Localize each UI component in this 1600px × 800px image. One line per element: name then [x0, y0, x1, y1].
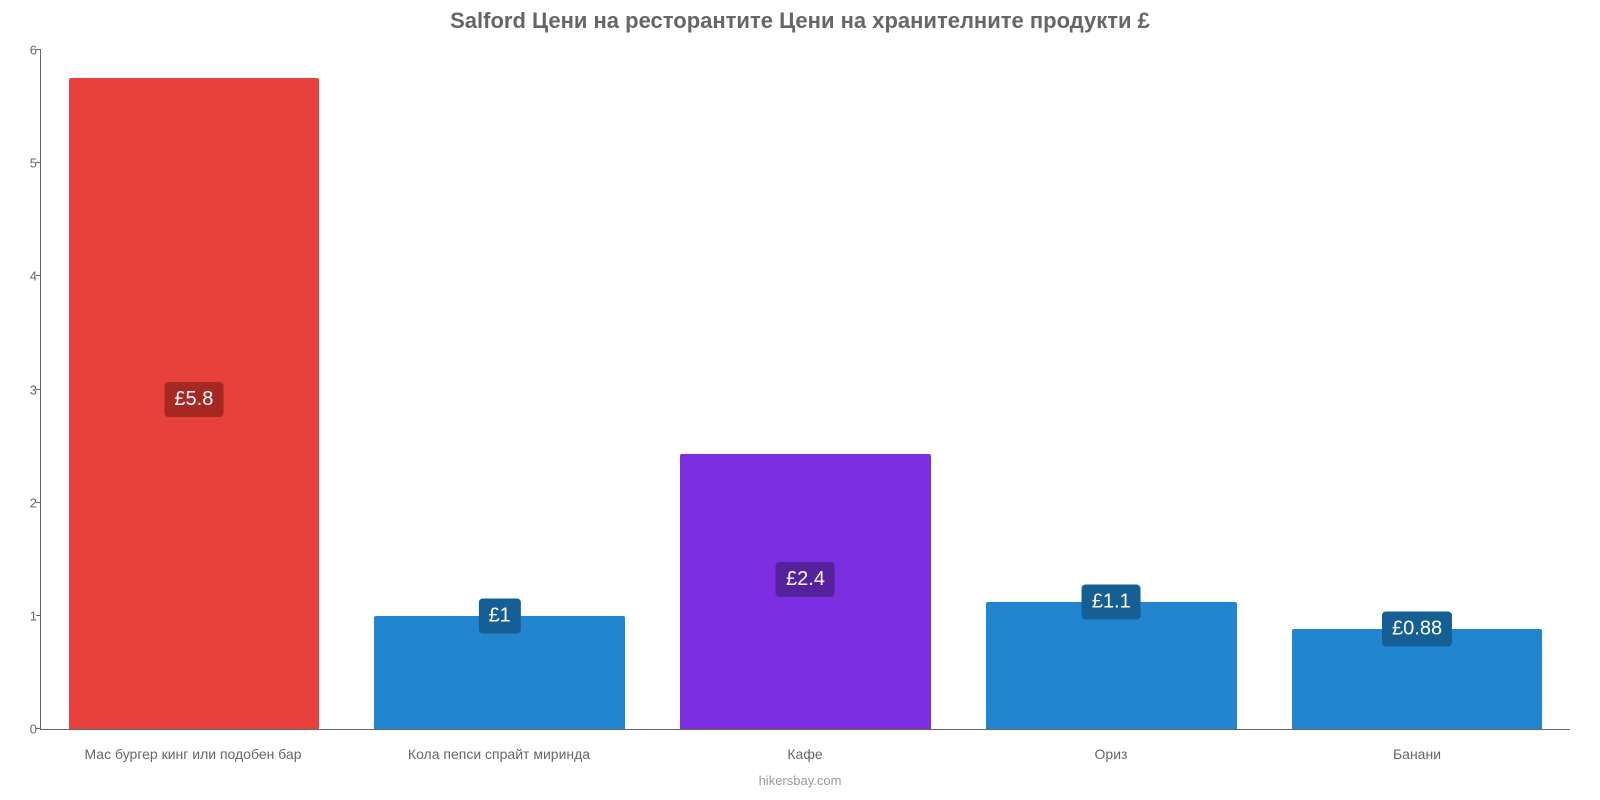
bar-slot: £1 — [347, 50, 653, 729]
x-axis-label: Кола пепси спрайт миринда — [346, 746, 652, 762]
bar-slot: £0.88 — [1264, 50, 1570, 729]
chart-footer: hikersbay.com — [0, 773, 1600, 788]
value-label: £1.1 — [1082, 585, 1141, 620]
x-axis-labels: Мас бургер кинг или подобен барКола пепс… — [40, 746, 1570, 762]
ytick-label: 4 — [13, 269, 37, 284]
value-label: £0.88 — [1382, 612, 1452, 647]
value-label: £1 — [479, 598, 521, 633]
bar-slot: £1.1 — [958, 50, 1264, 729]
ytick-label: 2 — [13, 495, 37, 510]
ytick-label: 5 — [13, 156, 37, 171]
value-label: £5.8 — [164, 382, 223, 417]
value-label: £2.4 — [776, 562, 835, 597]
x-axis-label: Мас бургер кинг или подобен бар — [40, 746, 346, 762]
bar — [986, 602, 1237, 729]
price-bar-chart: Salford Цени на ресторантите Цени на хра… — [0, 0, 1600, 800]
chart-title: Salford Цени на ресторантите Цени на хра… — [0, 8, 1600, 34]
ytick-label: 3 — [13, 382, 37, 397]
bar-slot: £5.8 — [41, 50, 347, 729]
ytick-label: 6 — [13, 43, 37, 58]
x-axis-label: Ориз — [958, 746, 1264, 762]
bars-group: £5.8 £1 £2.4 £1.1 £0.88 — [41, 50, 1570, 729]
ytick-label: 0 — [13, 722, 37, 737]
x-axis-label: Банани — [1264, 746, 1570, 762]
x-axis-label: Кафе — [652, 746, 958, 762]
bar-slot: £2.4 — [653, 50, 959, 729]
plot-area: £5.8£1£2.4£1.1£0.88 0123456 — [40, 50, 1570, 730]
ytick-label: 1 — [13, 608, 37, 623]
